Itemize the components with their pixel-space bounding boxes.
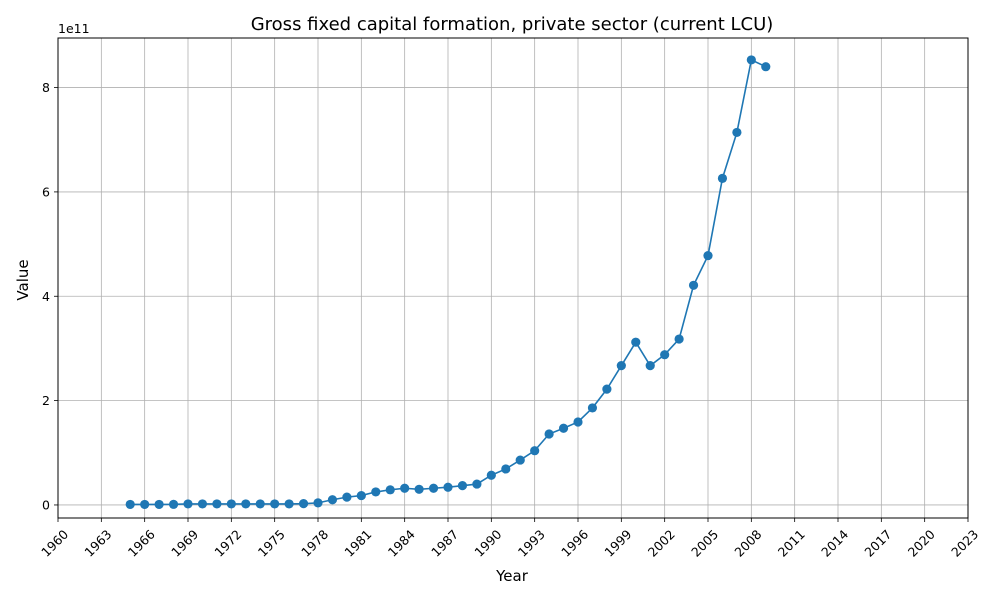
- data-point: [602, 384, 612, 394]
- data-point: [371, 487, 381, 497]
- x-tick-label: 2008: [731, 527, 764, 560]
- data-point: [717, 173, 728, 183]
- y-tick-label: 4: [42, 289, 50, 304]
- x-tick-label: 1990: [471, 527, 504, 560]
- data-point: [183, 499, 193, 509]
- data-point: [140, 499, 150, 510]
- data-point: [255, 499, 265, 509]
- data-point: [688, 280, 699, 290]
- x-tick-label: 1963: [81, 527, 114, 560]
- x-tick-label: 2023: [948, 527, 981, 560]
- data-point: [573, 417, 583, 427]
- x-tick-label: 1960: [38, 527, 71, 560]
- data-point: [342, 492, 352, 502]
- x-tick-label: 2014: [818, 527, 851, 560]
- x-tick-label: 1993: [515, 527, 548, 560]
- grid-lines: [57, 38, 969, 518]
- data-point: [125, 499, 135, 510]
- data-point: [168, 499, 179, 509]
- chart-title: Gross fixed capital formation, private s…: [251, 14, 774, 35]
- axis-ticks: 1960 1963 1966 1969 1972 1975 1978 1981 1984 1987…: [38, 80, 981, 560]
- data-point: [631, 337, 641, 347]
- x-tick-label: 1984: [385, 527, 418, 560]
- x-tick-label: 2020: [905, 527, 938, 560]
- x-tick-label: 1981: [341, 527, 374, 560]
- data-point: [645, 361, 655, 371]
- x-tick-label: 1972: [211, 527, 244, 560]
- x-tick-label: 1966: [125, 527, 158, 560]
- data-point: [226, 499, 236, 509]
- x-tick-label: 2002: [645, 527, 678, 560]
- data-point: [154, 499, 164, 510]
- y-tick-label: 6: [42, 184, 50, 199]
- y-tick-label: 2: [42, 393, 50, 408]
- x-tick-label: 1987: [428, 527, 461, 560]
- y-tick-label: 0: [42, 497, 50, 512]
- x-tick-label: 1969: [168, 527, 201, 560]
- data-series: [125, 55, 771, 510]
- data-point: [356, 490, 366, 501]
- data-point: [327, 495, 338, 505]
- data-point: [544, 429, 554, 439]
- x-tick-label: 1996: [558, 527, 591, 560]
- data-point: [443, 482, 453, 492]
- data-point: [472, 479, 482, 489]
- y-tick-label: 8: [42, 80, 50, 95]
- x-tick-label: 2011: [775, 527, 808, 560]
- data-point: [197, 499, 208, 509]
- plot-frame: [57, 37, 969, 519]
- data-point: [400, 483, 410, 493]
- data-point: [515, 455, 525, 465]
- data-point: [212, 499, 222, 509]
- data-point: [660, 350, 670, 360]
- data-point: [703, 250, 713, 261]
- data-point: [486, 470, 496, 480]
- data-point: [241, 499, 251, 509]
- data-point: [284, 499, 294, 509]
- data-point: [414, 484, 424, 494]
- data-point: [313, 498, 323, 508]
- data-point: [587, 403, 598, 413]
- data-point: [616, 361, 626, 371]
- data-point: [385, 485, 395, 495]
- x-tick-label: 1978: [298, 527, 331, 560]
- data-point: [761, 62, 771, 72]
- y-axis-offset-text: 1e11: [58, 21, 90, 36]
- x-tick-label: 2005: [688, 527, 721, 560]
- y-axis-label: Value: [14, 259, 32, 300]
- data-point: [270, 499, 280, 509]
- data-point: [674, 334, 684, 344]
- data-point: [558, 423, 569, 433]
- x-axis-label: Year: [495, 567, 529, 585]
- data-point: [457, 481, 468, 491]
- data-point: [501, 464, 511, 474]
- data-point: [530, 446, 540, 456]
- data-point: [746, 55, 756, 65]
- x-tick-label: 1975: [255, 527, 288, 560]
- data-point: [428, 483, 439, 493]
- x-tick-label: 2017: [861, 527, 894, 560]
- data-point: [732, 127, 742, 138]
- x-tick-label: 1999: [601, 527, 634, 560]
- data-point: [298, 499, 309, 509]
